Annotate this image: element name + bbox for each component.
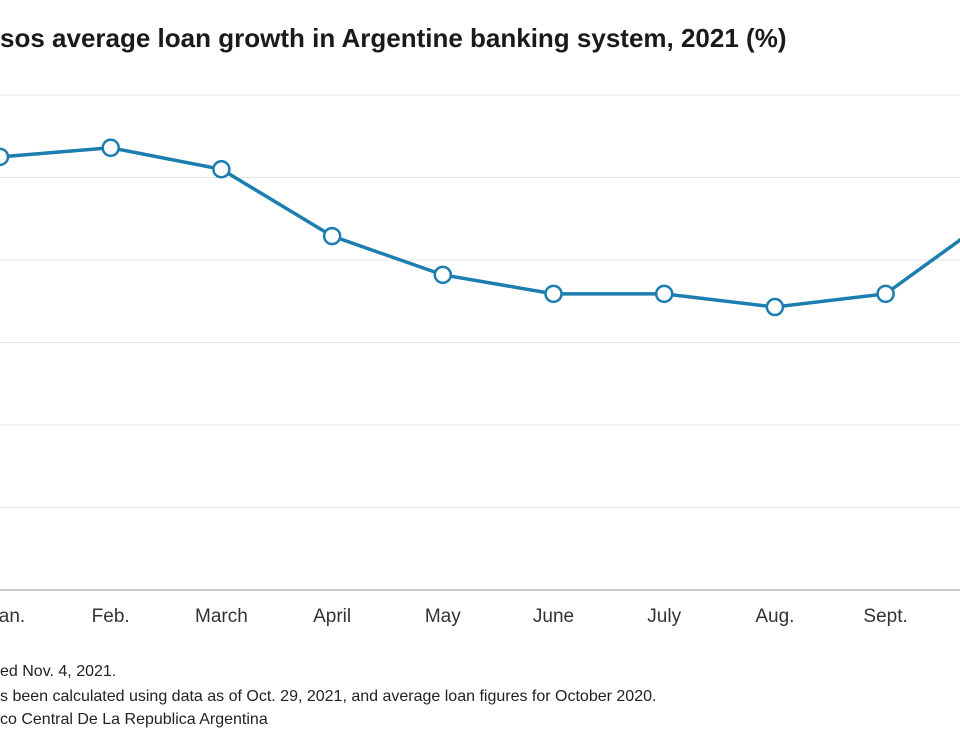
chart-title: sos average loan growth in Argentine ban… [0,23,786,53]
point [544,284,563,304]
series-line [0,146,960,309]
point [876,284,895,304]
x-tick-label: June [533,606,574,627]
point [654,284,674,304]
footnote: co Central De La Republica Argentina [0,711,268,728]
point [101,138,120,158]
x-tick-label: July [647,606,681,627]
x-tick-label: Aug. [755,606,794,627]
x-tick-label: Feb. [92,606,130,627]
x-tick-label: May [425,606,461,627]
point [322,226,342,246]
x-tick-label: Sept. [863,606,907,627]
point [765,297,785,317]
x-tick-label: April [313,606,351,627]
x-tick-label: March [195,606,248,627]
point [212,160,231,179]
x-tick-label: an. [0,606,25,627]
footnote: ed Nov. 4, 2021. [0,663,116,680]
point [433,265,453,285]
footnote: s been calculated using data as of Oct. … [0,688,656,705]
point [0,147,10,167]
